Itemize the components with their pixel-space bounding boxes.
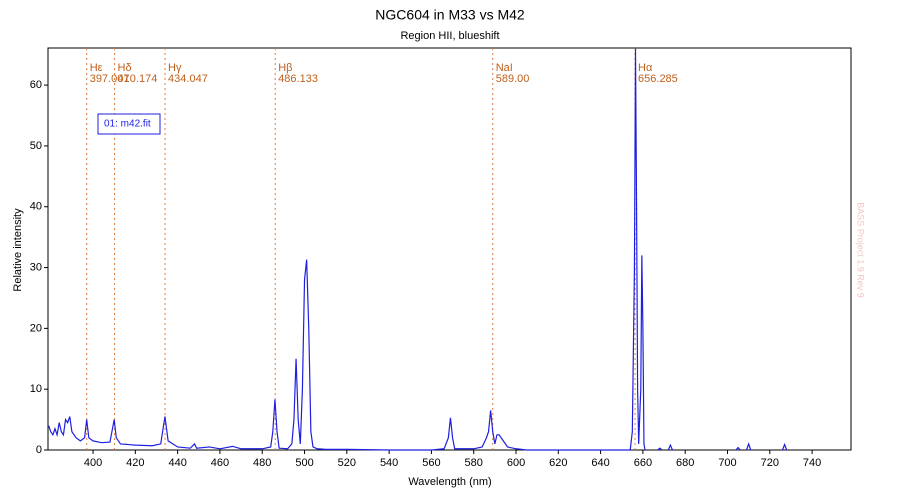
emission-line-value: 434.047 [168, 73, 208, 85]
emission-line-value: 397.007 [90, 73, 130, 85]
emission-line-value: 589.00 [496, 73, 530, 85]
emission-line-value: 410.174 [118, 73, 158, 85]
y-axis-label: Relative intensity [12, 208, 24, 292]
x-tick-label: 400 [84, 457, 102, 469]
chart-title: NGC604 in M33 vs M42 [375, 7, 525, 23]
x-tick-label: 700 [718, 457, 736, 469]
x-tick-label: 540 [380, 457, 398, 469]
emission-line-name: Hα [638, 62, 653, 74]
emission-line-value: 656.285 [638, 73, 678, 85]
emission-line-name: Hδ [118, 62, 132, 74]
chart-subtitle: Region HII, blueshift [400, 30, 499, 42]
emission-line-name: Hε [90, 62, 103, 74]
x-tick-label: 680 [676, 457, 694, 469]
y-tick-label: 10 [30, 383, 42, 395]
x-tick-label: 580 [465, 457, 483, 469]
x-tick-label: 640 [591, 457, 609, 469]
x-tick-label: 460 [211, 457, 229, 469]
x-tick-label: 600 [507, 457, 525, 469]
legend-label: 01: m42.fit [104, 119, 151, 130]
x-tick-label: 620 [549, 457, 567, 469]
y-tick-label: 40 [30, 201, 42, 213]
y-tick-label: 50 [30, 140, 42, 152]
spectrum-line [48, 48, 788, 451]
y-tick-label: 60 [30, 79, 42, 91]
x-tick-label: 660 [634, 457, 652, 469]
legend-box [97, 113, 161, 135]
x-tick-label: 520 [338, 457, 356, 469]
plot-frame [47, 47, 852, 451]
watermark: BASS Project 1.9 Rev 9 [856, 202, 866, 298]
x-axis-label: Wavelength (nm) [408, 476, 491, 488]
x-tick-label: 720 [761, 457, 779, 469]
x-tick-label: 440 [168, 457, 186, 469]
y-tick-label: 0 [36, 444, 42, 456]
x-tick-label: 420 [126, 457, 144, 469]
emission-line-name: Hγ [168, 62, 182, 74]
emission-line-value: 486.133 [278, 73, 318, 85]
y-tick-label: 30 [30, 261, 42, 273]
x-tick-label: 740 [803, 457, 821, 469]
x-tick-label: 480 [253, 457, 271, 469]
x-tick-label: 500 [295, 457, 313, 469]
x-tick-label: 560 [422, 457, 440, 469]
emission-line-name: Hβ [278, 62, 292, 74]
emission-line-name: NaI [496, 62, 513, 74]
y-tick-label: 20 [30, 322, 42, 334]
